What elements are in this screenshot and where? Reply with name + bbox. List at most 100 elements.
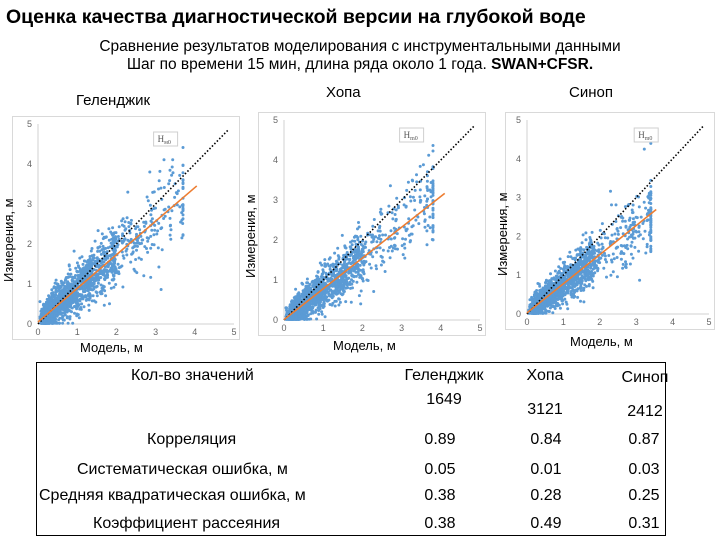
scatter-point — [403, 256, 407, 260]
scatter-point — [577, 267, 581, 271]
scatter-point — [88, 284, 92, 288]
scatter-point — [415, 180, 419, 184]
scatter-point — [81, 262, 85, 266]
scatter-point — [374, 264, 378, 268]
scatter-point — [316, 275, 320, 279]
table-station-gelendzhik: Геленджик — [404, 367, 484, 384]
scatter-point — [93, 259, 97, 263]
scatter-point — [408, 195, 412, 199]
scatter-point — [137, 241, 141, 245]
scatter-point — [74, 274, 77, 277]
scatter-point — [125, 216, 129, 220]
scatter-point — [113, 231, 117, 235]
scatter-point — [579, 289, 583, 292]
scatter-point — [181, 222, 185, 225]
scatter-point — [557, 269, 561, 273]
scatter-point — [316, 270, 320, 274]
scatter-point — [370, 235, 374, 239]
scatter-point — [349, 240, 352, 244]
scatter-point — [297, 299, 301, 303]
scatter-point — [378, 224, 382, 228]
scatter-point — [552, 305, 556, 309]
scatter-point — [167, 205, 171, 209]
scatter-point — [391, 217, 395, 221]
scatter-point — [587, 269, 591, 273]
scatter-point — [146, 250, 150, 254]
scatter-point — [603, 254, 607, 258]
scatter-point — [409, 232, 413, 236]
scatter-point — [345, 251, 349, 254]
scatter-point — [71, 321, 75, 325]
scatter-point — [549, 295, 553, 299]
scatter-point — [573, 290, 577, 294]
scatter-point — [292, 299, 296, 303]
series-label-text: Hм0 — [158, 134, 171, 146]
scatter-point — [641, 222, 645, 225]
y-tick-label: 3 — [27, 199, 32, 209]
scatter-point — [356, 238, 360, 242]
table-value: 0.89 — [424, 431, 456, 448]
scatter-point — [137, 256, 141, 260]
scatter-point — [181, 163, 185, 167]
scatter-point — [619, 257, 623, 261]
scatter-point — [61, 315, 65, 319]
scatter-point — [610, 203, 613, 207]
scatter-point — [338, 300, 342, 304]
scatter-point — [70, 306, 74, 310]
scatter-point — [148, 170, 152, 174]
scatter-point — [302, 311, 306, 315]
scatter-point — [422, 212, 426, 216]
scatter-point — [410, 225, 414, 229]
scatter-point — [343, 282, 347, 286]
scatter-point — [311, 306, 315, 310]
chart-frame — [505, 112, 715, 330]
scatter-point — [146, 199, 150, 203]
scatter-point — [371, 240, 375, 243]
scatter-point — [85, 283, 89, 287]
scatter-point — [69, 294, 73, 298]
scatter-point — [592, 244, 596, 248]
scatter-point — [120, 241, 124, 245]
scatter-point — [108, 302, 111, 306]
scatter-point — [314, 310, 317, 314]
scatter-point — [580, 261, 584, 265]
scatter-point — [643, 229, 647, 233]
scatter-point — [642, 200, 646, 204]
scatter-point — [70, 297, 73, 301]
scatter-point — [372, 290, 376, 293]
scatter-point — [131, 246, 135, 250]
scatter-point — [90, 299, 94, 303]
scatter-point — [152, 233, 156, 237]
x-tick-label: 1 — [75, 327, 80, 337]
scatter-point — [368, 262, 372, 266]
x-tick-label: 2 — [360, 323, 365, 333]
scatter-point — [148, 203, 152, 207]
scatter-point — [64, 276, 68, 279]
scatter-point — [532, 293, 536, 297]
scatter-point — [297, 311, 301, 315]
scatter-point — [42, 321, 46, 325]
scatter-point — [332, 265, 335, 269]
scatter-point — [126, 190, 130, 194]
scatter-point — [334, 280, 338, 284]
scatter-point — [357, 249, 361, 253]
scatter-point — [48, 321, 52, 325]
scatter-point — [78, 297, 82, 301]
scatter-point — [383, 270, 387, 273]
scatter-point — [321, 304, 325, 308]
scatter-point — [75, 307, 79, 311]
scatter-point — [401, 253, 405, 257]
scatter-point — [305, 308, 308, 311]
scatter-point — [61, 321, 65, 325]
table-value: 0.31 — [628, 515, 660, 532]
scatter-point — [87, 297, 91, 301]
scatter-point — [171, 171, 175, 175]
x-tick-label: 4 — [438, 323, 443, 333]
scatter-point — [384, 233, 387, 237]
scatter-point — [97, 278, 101, 282]
scatter-point — [93, 278, 97, 282]
scatter-point — [566, 255, 570, 259]
y-axis-label-sinop: Измерения, м — [495, 192, 510, 276]
scatter-point — [394, 208, 398, 212]
scatter-point — [649, 215, 653, 218]
